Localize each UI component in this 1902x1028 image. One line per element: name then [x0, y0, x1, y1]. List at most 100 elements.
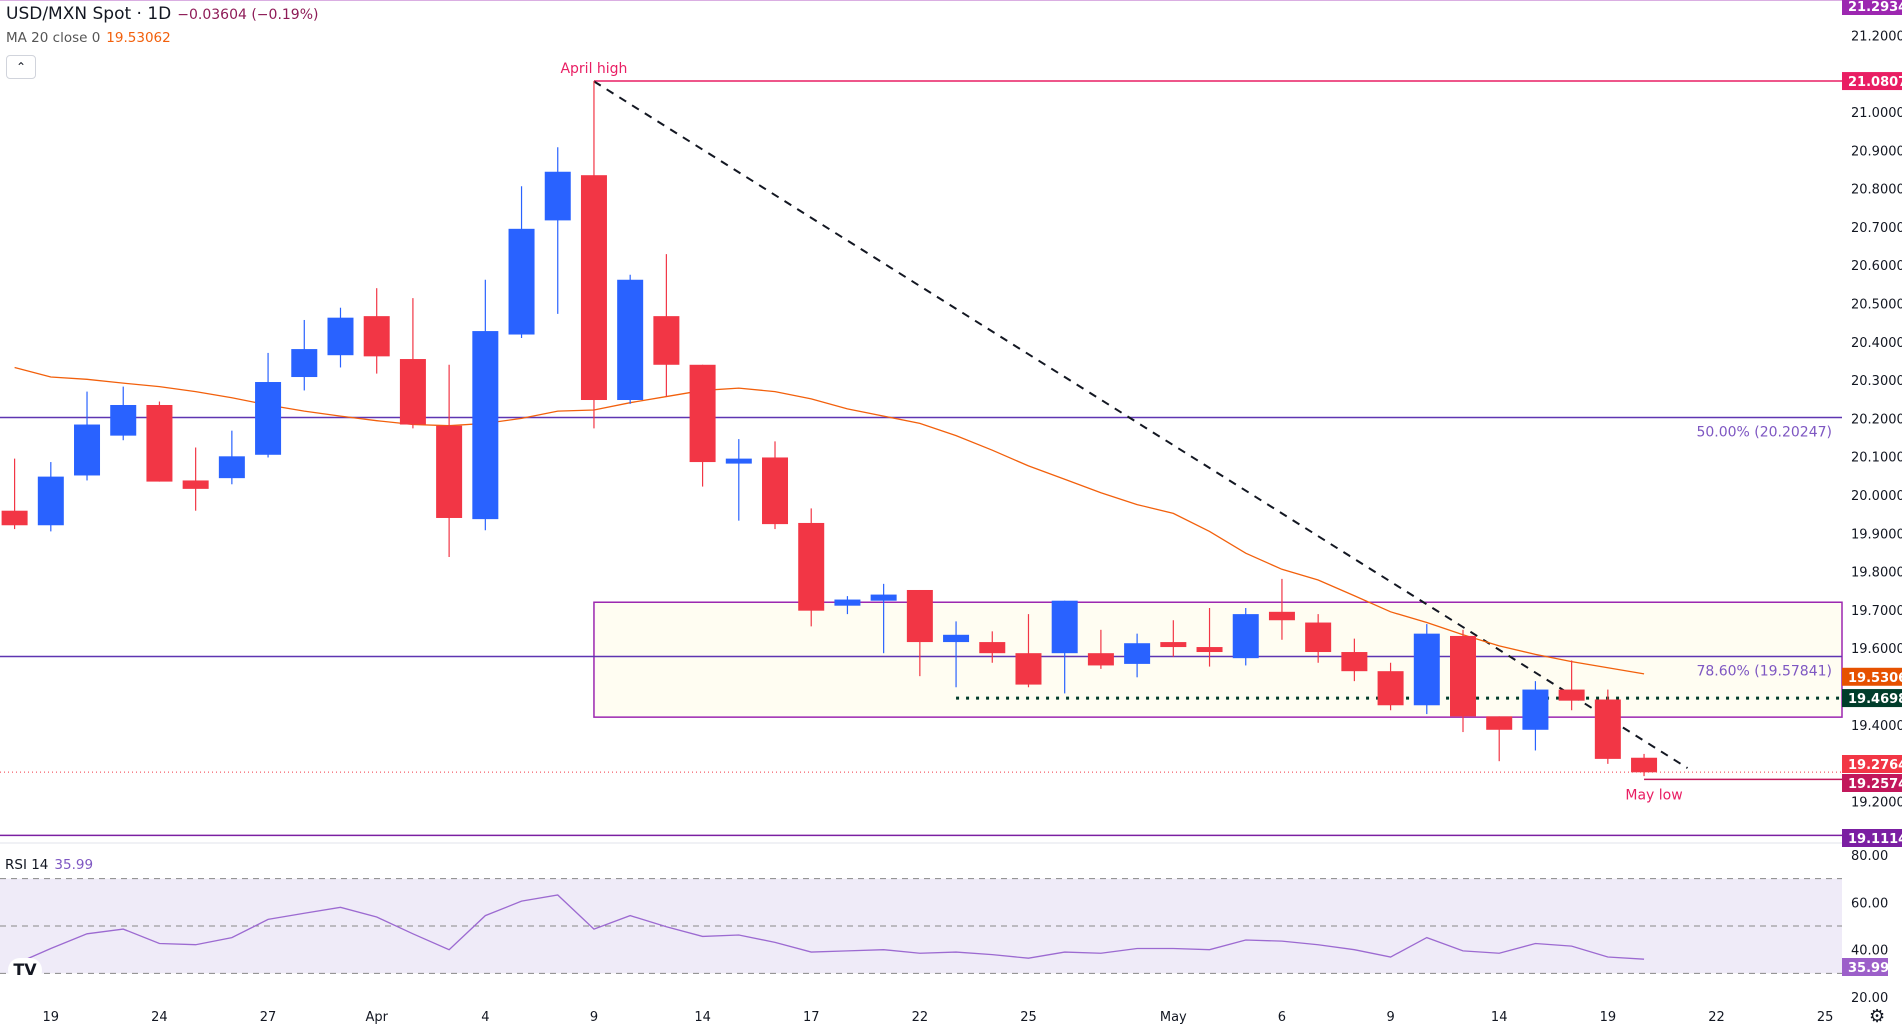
- support-dotted-level-badge: 19.46980: [1848, 692, 1902, 707]
- candle-body: [1450, 635, 1476, 717]
- candle-body: [327, 317, 354, 356]
- candle-body: [1232, 614, 1259, 659]
- candle-body: [363, 316, 390, 357]
- price-tick: 19.90000: [1851, 527, 1902, 542]
- time-tick: 24: [151, 1010, 168, 1025]
- candle-body: [291, 349, 318, 378]
- price-tick: 20.10000: [1851, 451, 1902, 466]
- candle-body: [1015, 653, 1042, 685]
- time-tick: 25: [1020, 1010, 1037, 1025]
- candle-body: [834, 599, 861, 606]
- candle-body: [1, 510, 28, 526]
- time-tick: 9: [590, 1010, 598, 1025]
- candle-body: [906, 589, 933, 643]
- rsi-tick: 20.00: [1851, 991, 1888, 1006]
- april-high-level-badge: 21.08078: [1848, 75, 1902, 90]
- rsi-tick: 60.00: [1851, 896, 1888, 911]
- price-tick: 20.30000: [1851, 374, 1902, 389]
- ma-label[interactable]: MA 20 close 0: [6, 30, 101, 46]
- tradingview-logo-icon[interactable]: TV: [8, 958, 42, 982]
- candle-body: [1594, 699, 1621, 759]
- rsi-line: [14, 894, 1645, 965]
- price-tick: 19.60000: [1851, 642, 1902, 657]
- bottom-level-badge: 19.11145: [1848, 832, 1902, 847]
- candle-body: [689, 364, 716, 463]
- rsi-tick: 80.00: [1851, 849, 1888, 864]
- time-tick: 9: [1386, 1010, 1394, 1025]
- range-box: [593, 601, 1843, 718]
- candle-body: [1051, 600, 1078, 654]
- ma-price-badge-bg: [1842, 667, 1902, 686]
- ma-price-badge: 19.53062: [1848, 671, 1902, 686]
- price-tick: 20.00000: [1851, 489, 1902, 504]
- price-tick: 20.70000: [1851, 221, 1902, 236]
- price-change: −0.03604 (−0.19%): [177, 7, 319, 23]
- candle-body: [37, 476, 64, 526]
- candle-body: [653, 316, 680, 365]
- settings-gear-icon[interactable]: ⚙: [1869, 1006, 1886, 1027]
- last-price-level-badge-bg: [1842, 755, 1902, 773]
- symbol-title[interactable]: USD/MXN Spot · 1D: [6, 4, 172, 24]
- rsi-badge-bg: [1842, 958, 1888, 976]
- price-tick: 19.20000: [1851, 795, 1902, 810]
- last-price-level-badge: 19.27646: [1848, 758, 1902, 773]
- candle-body: [508, 228, 535, 335]
- candle-body: [580, 175, 607, 401]
- candle-body: [182, 480, 209, 489]
- chevron-up-icon[interactable]: ⌃: [6, 55, 36, 79]
- time-tick: 14: [1491, 1010, 1508, 1025]
- candle-body: [1196, 647, 1223, 653]
- april-high-level-badge-bg: [1842, 72, 1902, 91]
- bottom-level-badge-bg: [1842, 829, 1902, 847]
- candle-body: [798, 522, 825, 611]
- candle-body: [1268, 611, 1295, 621]
- top-level-badge: 21.29349: [1848, 0, 1902, 15]
- time-tick: 22: [1708, 1010, 1725, 1025]
- time-tick: 4: [481, 1010, 489, 1025]
- may-low-level-badge: 19.25749: [1848, 777, 1902, 792]
- top-level-badge-bg: [1842, 0, 1902, 15]
- candle-body: [1087, 653, 1114, 666]
- candle-body: [1558, 689, 1585, 701]
- fib-786-level-label: 78.60% (19.57841): [1696, 663, 1832, 679]
- trendline: [593, 80, 1689, 769]
- candle-body: [110, 404, 137, 436]
- chart-legend: USD/MXN Spot · 1D −0.03604 (−0.19%) MA 20…: [6, 4, 318, 46]
- support-dotted-level-badge-bg: [1842, 689, 1902, 708]
- candle-body: [544, 171, 571, 221]
- candle-body: [943, 634, 970, 643]
- price-tick: 19.70000: [1851, 604, 1902, 619]
- time-tick: Apr: [365, 1010, 388, 1025]
- may-low-level-badge-bg: [1842, 774, 1902, 792]
- price-tick: 20.90000: [1851, 144, 1902, 159]
- rsi-tick: 40.00: [1851, 944, 1888, 959]
- candle-body: [1160, 642, 1187, 648]
- time-tick: 22: [912, 1010, 929, 1025]
- price-tick: 20.20000: [1851, 412, 1902, 427]
- candle-body: [436, 425, 463, 518]
- time-tick: 14: [694, 1010, 711, 1025]
- time-tick: 25: [1817, 1010, 1834, 1025]
- candle-body: [762, 457, 789, 525]
- candle-body: [1413, 633, 1440, 706]
- rsi-legend: RSI 14 35.99: [5, 857, 93, 873]
- price-tick: 19.80000: [1851, 566, 1902, 581]
- ma20-line: [14, 366, 1645, 675]
- candle-body: [1377, 671, 1404, 706]
- annotation-may-low: May low: [1625, 787, 1682, 803]
- candle-body: [870, 594, 897, 601]
- candle-body: [1341, 652, 1368, 672]
- rsi-badge: 35.99: [1848, 961, 1889, 976]
- candle-body: [218, 456, 245, 479]
- candle-body: [472, 331, 499, 520]
- time-tick: 19: [43, 1010, 60, 1025]
- price-tick: 20.80000: [1851, 183, 1902, 198]
- candle-body: [1305, 622, 1332, 653]
- candle-body: [399, 359, 426, 425]
- fib-50-level-label: 50.00% (20.20247): [1696, 424, 1832, 440]
- candle-body: [146, 404, 173, 482]
- rsi-label[interactable]: RSI 14: [5, 857, 49, 873]
- time-tick: 6: [1278, 1010, 1286, 1025]
- candle-body: [255, 382, 282, 455]
